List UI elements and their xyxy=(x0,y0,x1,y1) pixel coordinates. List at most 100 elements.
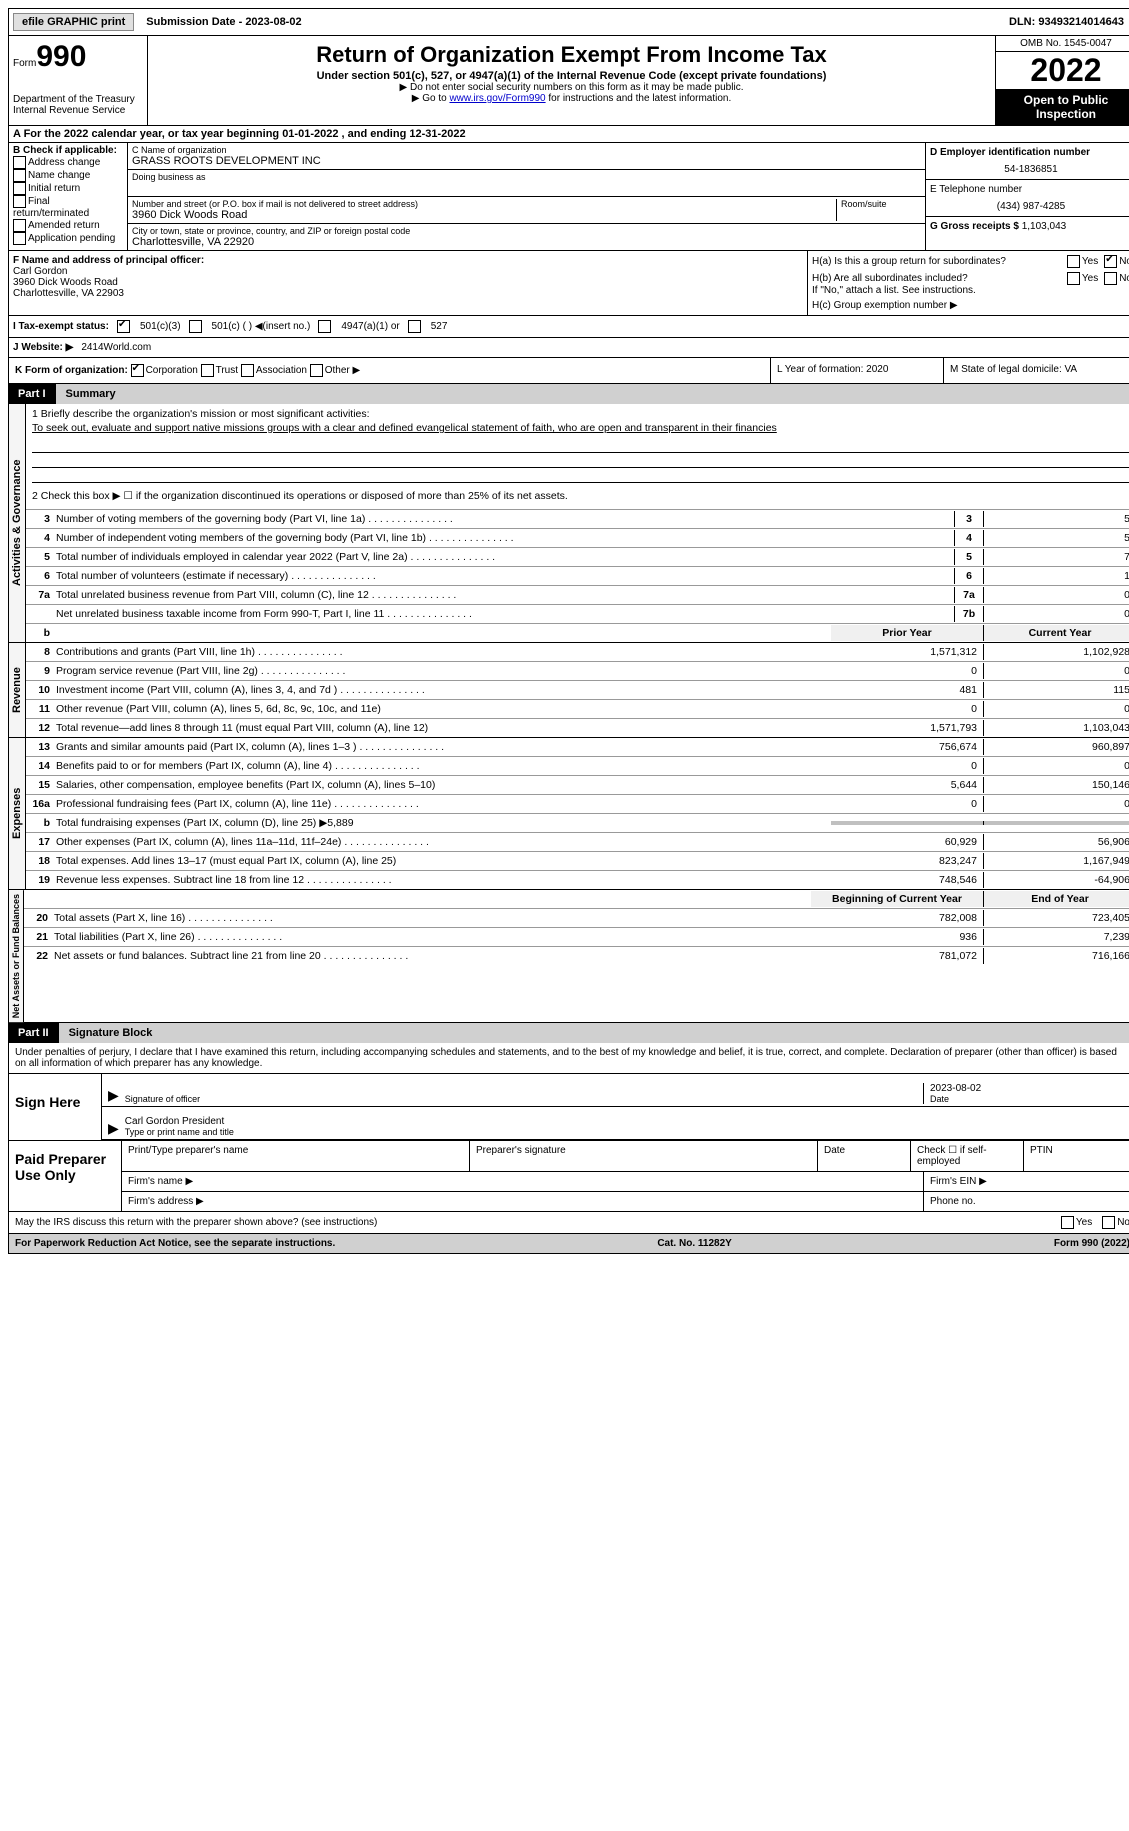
website-value: 2414World.com xyxy=(81,342,151,353)
summary-expenses: Expenses 13Grants and similar amounts pa… xyxy=(8,738,1129,890)
sign-here-label: Sign Here xyxy=(9,1074,102,1140)
col-k-form-org: K Form of organization: Corporation Trus… xyxy=(9,358,770,383)
efile-button[interactable]: efile GRAPHIC print xyxy=(13,13,134,31)
line13-desc: Grants and similar amounts paid (Part IX… xyxy=(56,741,357,753)
line18-curr: 1,167,949 xyxy=(984,853,1129,869)
pra-notice: For Paperwork Reduction Act Notice, see … xyxy=(15,1238,335,1249)
line4-desc: Number of independent voting members of … xyxy=(56,532,426,544)
line16a-curr: 0 xyxy=(984,796,1129,812)
i-label: I Tax-exempt status: xyxy=(13,321,109,332)
hc-label: H(c) Group exemption number ▶ xyxy=(812,300,1129,311)
cb-527[interactable] xyxy=(408,320,421,333)
cb-name-change[interactable]: Name change xyxy=(13,169,123,182)
vert-governance: Activities & Governance xyxy=(9,404,26,642)
line19-curr: -64,906 xyxy=(984,872,1129,888)
form-header: Form990 Department of the Treasury Inter… xyxy=(8,36,1129,126)
cb-assoc[interactable] xyxy=(241,364,254,377)
line15-prior: 5,644 xyxy=(831,777,984,793)
line7b-val: 0 xyxy=(984,606,1129,622)
street-address: 3960 Dick Woods Road xyxy=(132,209,836,221)
row-a-calendar: A For the 2022 calendar year, or tax yea… xyxy=(8,126,1129,143)
cb-corp[interactable] xyxy=(131,364,144,377)
prep-sig-label: Preparer's signature xyxy=(470,1141,818,1171)
irs-link[interactable]: www.irs.gov/Form990 xyxy=(449,93,545,104)
cb-amended[interactable]: Amended return xyxy=(13,219,123,232)
col-c-org-info: C Name of organization GRASS ROOTS DEVEL… xyxy=(128,143,925,250)
cb-trust[interactable] xyxy=(201,364,214,377)
line22-end: 716,166 xyxy=(984,948,1129,964)
discuss-no-cb[interactable] xyxy=(1102,1216,1115,1229)
note-ssn: ▶ Do not enter social security numbers o… xyxy=(152,82,991,93)
cb-app-pending[interactable]: Application pending xyxy=(13,232,123,245)
line7a-desc: Total unrelated business revenue from Pa… xyxy=(56,589,369,601)
prep-date-label: Date xyxy=(818,1141,911,1171)
line17-desc: Other expenses (Part IX, column (A), lin… xyxy=(56,836,341,848)
line17-curr: 56,906 xyxy=(984,834,1129,850)
col-de: D Employer identification number 54-1836… xyxy=(925,143,1129,250)
line8-desc: Contributions and grants (Part VIII, lin… xyxy=(56,646,255,658)
line15-curr: 150,146 xyxy=(984,777,1129,793)
line16b-grey2 xyxy=(984,821,1129,825)
line9-desc: Program service revenue (Part VIII, line… xyxy=(56,665,258,677)
addr-label: Number and street (or P.O. box if mail i… xyxy=(132,199,836,209)
officer-name: Carl Gordon xyxy=(13,266,803,277)
row-j-website: J Website: ▶ 2414World.com xyxy=(8,338,1129,358)
irs-label: Internal Revenue Service xyxy=(13,105,143,116)
mission-text: To seek out, evaluate and support native… xyxy=(32,422,1129,434)
cb-501c3[interactable] xyxy=(117,320,130,333)
ha-label: H(a) Is this a group return for subordin… xyxy=(812,256,1067,267)
line7a-val: 0 xyxy=(984,587,1129,603)
line9-curr: 0 xyxy=(984,663,1129,679)
submission-date: Submission Date - 2023-08-02 xyxy=(138,16,301,28)
line16b-grey1 xyxy=(831,821,984,825)
public-inspection: Open to Public Inspection xyxy=(996,89,1129,125)
vert-revenue: Revenue xyxy=(9,643,26,737)
cb-address-change[interactable]: Address change xyxy=(13,156,123,169)
line13-curr: 960,897 xyxy=(984,739,1129,755)
line6-desc: Total number of volunteers (estimate if … xyxy=(56,570,288,582)
line13-prior: 756,674 xyxy=(831,739,984,755)
ha-yes-cb[interactable] xyxy=(1067,255,1080,268)
note-link: ▶ Go to www.irs.gov/Form990 for instruct… xyxy=(152,93,991,104)
end-year-header: End of Year xyxy=(984,891,1129,907)
dln: DLN: 93493214014643 xyxy=(1009,16,1129,28)
org-name-label: C Name of organization xyxy=(132,145,921,155)
omb-number: OMB No. 1545-0047 xyxy=(996,36,1129,52)
cb-final-return[interactable]: Final return/terminated xyxy=(13,195,123,219)
cb-4947[interactable] xyxy=(318,320,331,333)
line10-prior: 481 xyxy=(831,682,984,698)
hb-note: If "No," attach a list. See instructions… xyxy=(812,285,1129,296)
line10-curr: 115 xyxy=(984,682,1129,698)
hb-no-cb[interactable] xyxy=(1104,272,1117,285)
line19-desc: Revenue less expenses. Subtract line 18 … xyxy=(56,874,304,886)
city-state-zip: Charlottesville, VA 22920 xyxy=(132,236,921,248)
cb-other[interactable] xyxy=(310,364,323,377)
cb-initial-return[interactable]: Initial return xyxy=(13,182,123,195)
discuss-yes-cb[interactable] xyxy=(1061,1216,1074,1229)
firm-addr-label: Firm's address ▶ xyxy=(122,1192,924,1211)
gross-receipts-label: G Gross receipts $ xyxy=(930,221,1019,232)
paid-preparer-label: Paid Preparer Use Only xyxy=(9,1141,121,1211)
section-bcde: B Check if applicable: Address change Na… xyxy=(8,143,1129,251)
line1-mission: 1 Briefly describe the organization's mi… xyxy=(26,404,1129,438)
dba-label: Doing business as xyxy=(132,172,921,182)
line12-desc: Total revenue—add lines 8 through 11 (mu… xyxy=(56,722,428,734)
line10-desc: Investment income (Part VIII, column (A)… xyxy=(56,684,337,696)
summary-revenue: Revenue 8Contributions and grants (Part … xyxy=(8,643,1129,738)
prior-year-header: Prior Year xyxy=(831,625,984,641)
beg-year-header: Beginning of Current Year xyxy=(811,891,984,907)
ha-no-cb[interactable] xyxy=(1104,255,1117,268)
curr-year-header: Current Year xyxy=(984,625,1129,641)
j-label: J Website: ▶ xyxy=(13,342,73,353)
line14-prior: 0 xyxy=(831,758,984,774)
line11-prior: 0 xyxy=(831,701,984,717)
section-fh: F Name and address of principal officer:… xyxy=(8,251,1129,316)
ein-value: 54-1836851 xyxy=(930,158,1129,175)
col-b-checkboxes: B Check if applicable: Address change Na… xyxy=(9,143,128,250)
row-i-tax-status: I Tax-exempt status: 501(c)(3) 501(c) ( … xyxy=(8,316,1129,338)
part1-title: Summary xyxy=(56,384,1129,404)
cb-501c[interactable] xyxy=(189,320,202,333)
hb-yes-cb[interactable] xyxy=(1067,272,1080,285)
org-name: GRASS ROOTS DEVELOPMENT INC xyxy=(132,155,921,167)
name-title-label: Type or print name and title xyxy=(125,1127,1129,1137)
